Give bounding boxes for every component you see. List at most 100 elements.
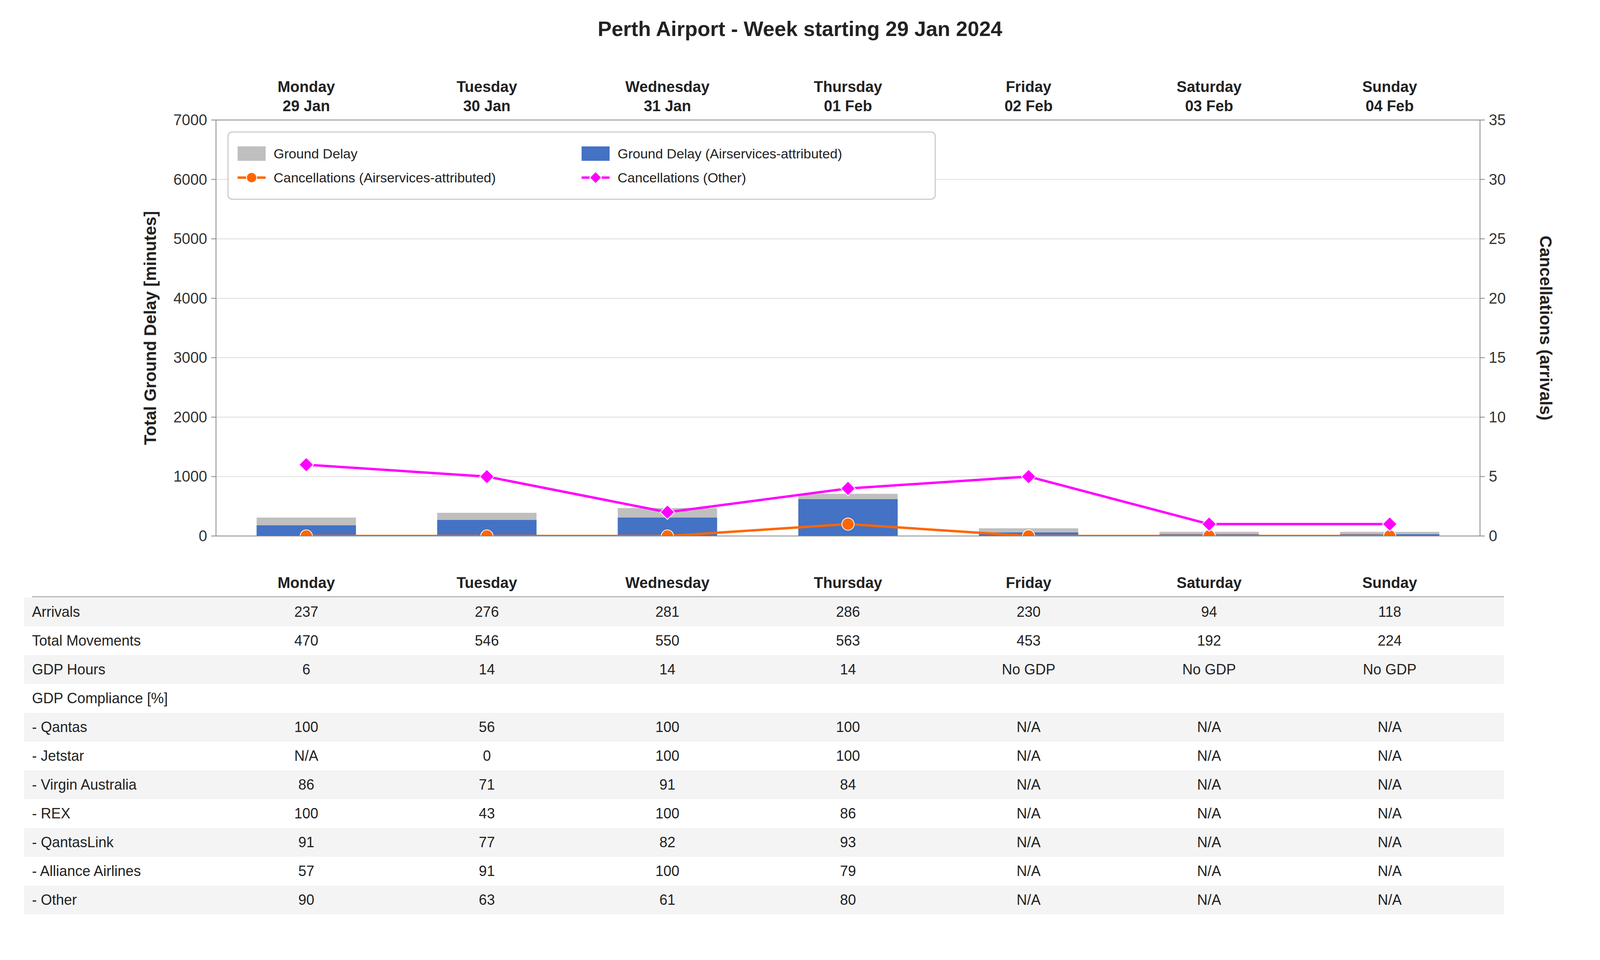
y-tick-label: 3000	[173, 349, 208, 366]
table-cell: 100	[836, 747, 860, 764]
x-tick-label-line: Saturday	[1176, 78, 1242, 96]
x-tick-label-line: 03 Feb	[1185, 97, 1234, 115]
x-tick-label: Thursday01 Feb	[813, 78, 882, 115]
table-cell: N/A	[1197, 862, 1222, 880]
table-cell: N/A	[1377, 805, 1402, 822]
x-tick-label-line: Monday	[277, 78, 336, 96]
table-cell: 286	[836, 603, 860, 620]
y2-tick-label: 5	[1488, 468, 1498, 485]
table-cell: No GDP	[1362, 661, 1417, 678]
table-row-label: Total Movements	[32, 632, 141, 649]
x-tick-label: Friday02 Feb	[1004, 78, 1053, 115]
legend-label: Cancellations (Airservices-attributed)	[273, 170, 496, 186]
table-cell: 61	[659, 891, 676, 908]
y-tick	[211, 357, 216, 358]
legend: Ground Delay Ground Delay (Airservices-at…	[228, 132, 936, 200]
x-tick-label: Sunday04 Feb	[1362, 78, 1418, 115]
y-tick	[211, 179, 216, 180]
table-cell: 86	[840, 805, 856, 822]
x-tick-label: Monday29 Jan	[277, 78, 336, 115]
y-tick	[211, 119, 216, 121]
y2-tick	[1480, 298, 1485, 299]
line-series	[300, 518, 1396, 536]
table-cell: N/A	[1377, 862, 1402, 880]
legend-label: Ground Delay	[273, 146, 358, 162]
y2-tick-label: 15	[1488, 349, 1506, 366]
table-row-band	[24, 885, 1504, 915]
line	[306, 464, 1390, 525]
table-header-rule	[32, 596, 1504, 598]
bar-series	[256, 494, 1440, 536]
table-cell: N/A	[1197, 834, 1222, 851]
table-cell: 453	[1016, 632, 1041, 649]
table-row-band	[24, 828, 1504, 857]
table-cell: 57	[298, 862, 315, 880]
x-tick-label-line: Tuesday	[456, 78, 517, 96]
bar-series	[256, 499, 1440, 536]
table-cell: 14	[659, 661, 676, 678]
table-cell: 93	[840, 834, 856, 851]
plot-area	[256, 457, 1440, 536]
x-tick-label-line: 02 Feb	[1004, 97, 1053, 115]
y-tick	[211, 238, 216, 240]
legend-label: Ground Delay (Airservices-attributed)	[617, 146, 842, 162]
table-cell: 100	[655, 862, 680, 880]
grid	[216, 120, 1480, 536]
y2-tick	[1480, 179, 1485, 180]
background	[0, 0, 1600, 960]
line-marker	[480, 530, 494, 536]
line-marker	[1382, 516, 1397, 532]
table-cell: No GDP	[1001, 661, 1056, 678]
table-cell: 100	[294, 718, 319, 736]
grid-line	[216, 357, 1480, 358]
y-tick-label: 4000	[173, 290, 208, 307]
table-row-label: - Alliance Airlines	[32, 862, 141, 880]
table-cell: N/A	[1377, 891, 1402, 908]
legend-item: Ground Delay (Airservices-attributed)	[581, 146, 842, 162]
table-cell: 91	[478, 862, 495, 880]
table-cell: N/A	[1016, 718, 1041, 736]
line-marker	[842, 518, 855, 531]
table-row-label: - Qantas	[32, 718, 88, 736]
table-cell: N/A	[1016, 891, 1041, 908]
x-tick-label: Saturday03 Feb	[1176, 78, 1242, 115]
table-row-label: - Virgin Australia	[32, 776, 137, 793]
legend-item: Cancellations (Airservices-attributed)	[237, 170, 496, 186]
x-tick-label-line: 04 Feb	[1365, 97, 1414, 115]
table-cell: N/A	[1377, 718, 1402, 736]
table-cell: N/A	[1016, 747, 1041, 764]
x-tick-label-line: 31 Jan	[643, 97, 691, 115]
table-cell: 43	[478, 805, 495, 822]
table-cell: 192	[1197, 632, 1222, 649]
legend-item: Ground Delay	[237, 146, 358, 162]
table-cell: 56	[478, 718, 495, 736]
y2-tick	[1480, 476, 1485, 477]
table-row-label: - REX	[32, 805, 71, 822]
y2-tick	[1480, 357, 1485, 358]
y2-tick-label: 10	[1488, 408, 1506, 426]
x-tick-label-line: 29 Jan	[282, 97, 330, 115]
table-cell: N/A	[1197, 718, 1222, 736]
table-cell: 82	[659, 834, 676, 851]
table-cell: 546	[474, 632, 499, 649]
x-tick-label: Wednesday31 Jan	[625, 78, 710, 115]
table-cell: 230	[1016, 603, 1041, 620]
y-tick-label: 5000	[173, 230, 208, 248]
table-cell: N/A	[1377, 747, 1402, 764]
table: MondayTuesdayWednesdayThursdayFridaySatu…	[24, 574, 1504, 915]
line-marker	[661, 530, 674, 536]
y2-tick-label: 35	[1488, 111, 1506, 129]
legend-marker	[246, 172, 257, 183]
legend-swatch	[237, 146, 266, 161]
table-header: Wednesday	[625, 574, 710, 592]
legend-swatch	[581, 146, 610, 161]
line-marker	[1022, 530, 1035, 536]
table-row-label: - QantasLink	[32, 834, 114, 851]
table-header: Saturday	[1176, 574, 1242, 592]
table-cell: 71	[478, 776, 495, 793]
line-marker	[299, 457, 314, 472]
table-row-label: - Other	[32, 891, 77, 908]
table-cell: 86	[298, 776, 315, 793]
table-row-band	[24, 655, 1504, 684]
table-cell: N/A	[1377, 834, 1402, 851]
